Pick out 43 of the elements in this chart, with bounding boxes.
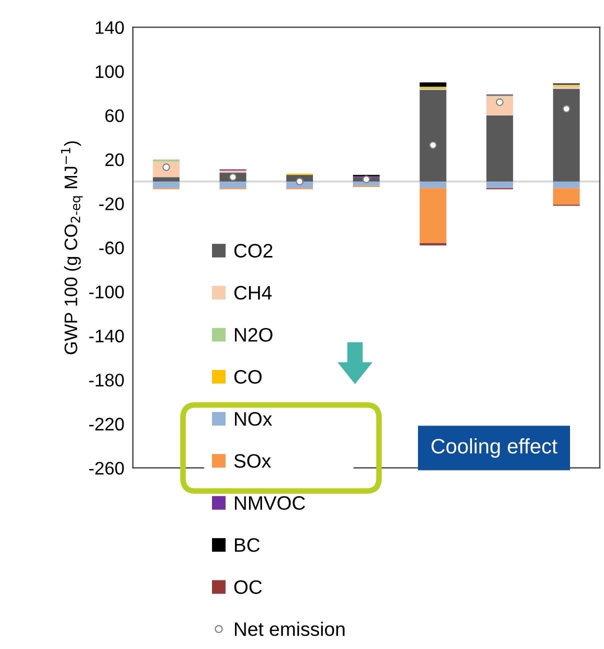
bar — [152, 177, 180, 182]
point — [362, 175, 370, 184]
y-tick-label: 100 — [96, 65, 124, 78]
y-tick-label: 140 — [96, 21, 124, 34]
y-tick-label: -220 — [89, 418, 124, 431]
legend-label: CO — [234, 370, 262, 384]
bar — [152, 159, 180, 162]
bar — [486, 115, 514, 182]
legend-label: BC — [234, 538, 260, 552]
legend-label: N2O — [234, 328, 272, 342]
point — [296, 178, 304, 186]
bar — [220, 181, 246, 188]
legend-label: CO2 — [234, 244, 272, 258]
legend-label: SOx — [234, 454, 271, 468]
bar — [553, 188, 580, 205]
legend-label: NOx — [234, 412, 272, 426]
bar — [486, 96, 514, 116]
y-tick-label: 60 — [105, 109, 124, 122]
bar — [420, 181, 446, 188]
bar — [420, 90, 446, 182]
y-axis-title: GWP 100 (g CO$_{2-eq}$ MJ$^{−1}$) — [61, 141, 83, 354]
bar — [420, 82, 446, 87]
y-tick-label: -60 — [99, 242, 124, 254]
bar — [220, 170, 246, 173]
legend-label: CH4 — [234, 286, 272, 300]
y-tick-label: -180 — [89, 374, 124, 387]
point — [562, 104, 570, 113]
bar — [553, 181, 580, 188]
y-tick-label: -100 — [89, 286, 124, 298]
y-tick-label: -140 — [89, 330, 124, 342]
bar — [553, 88, 580, 182]
legend-label: NMVOC — [234, 496, 306, 510]
point — [429, 141, 437, 149]
bar — [152, 181, 180, 188]
bar — [352, 181, 380, 186]
legend-label: Net emission — [234, 622, 344, 636]
bar — [420, 188, 446, 244]
annotation: Cooling effect — [432, 438, 558, 458]
legend-label: OC — [234, 580, 262, 594]
y-tick-label: 20 — [105, 153, 124, 166]
bar — [486, 181, 514, 188]
y-tick-label: -260 — [89, 462, 124, 475]
y-tick-label: -20 — [99, 197, 124, 210]
